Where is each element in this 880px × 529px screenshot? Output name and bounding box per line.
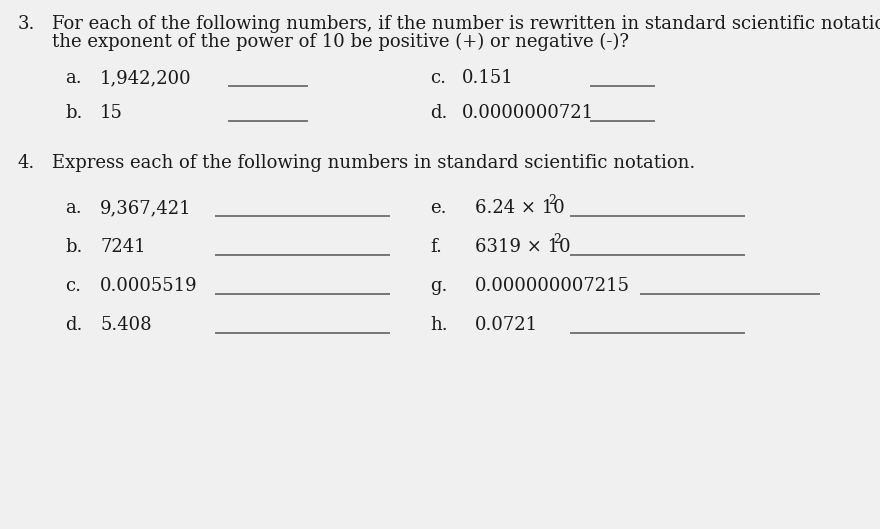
Text: 2: 2 [553, 233, 561, 246]
Text: 4.: 4. [18, 154, 35, 172]
Text: b.: b. [65, 104, 83, 122]
Text: 1,942,200: 1,942,200 [100, 69, 192, 87]
Text: 5.408: 5.408 [100, 316, 151, 334]
Text: 6.24 × 10: 6.24 × 10 [475, 199, 565, 217]
Text: g.: g. [430, 277, 447, 295]
Text: a.: a. [65, 199, 82, 217]
Text: 0.151: 0.151 [462, 69, 514, 87]
Text: b.: b. [65, 238, 83, 256]
Text: 0.0005519: 0.0005519 [100, 277, 198, 295]
Text: f.: f. [430, 238, 442, 256]
Text: a.: a. [65, 69, 82, 87]
Text: 15: 15 [100, 104, 123, 122]
Text: 7241: 7241 [100, 238, 145, 256]
Text: 3.: 3. [18, 15, 35, 33]
Text: 6319 × 10: 6319 × 10 [475, 238, 570, 256]
Text: For each of the following numbers, if the number is rewritten in standard scient: For each of the following numbers, if th… [52, 15, 880, 33]
Text: d.: d. [65, 316, 83, 334]
Text: 0.0000000721: 0.0000000721 [462, 104, 594, 122]
Text: 9,367,421: 9,367,421 [100, 199, 192, 217]
Text: c.: c. [65, 277, 81, 295]
Text: the exponent of the power of 10 be positive (+) or negative (-)?: the exponent of the power of 10 be posit… [52, 33, 629, 51]
Text: 0.000000007215: 0.000000007215 [475, 277, 630, 295]
Text: 2: 2 [548, 194, 556, 207]
Text: c.: c. [430, 69, 446, 87]
Text: e.: e. [430, 199, 446, 217]
Text: h.: h. [430, 316, 448, 334]
Text: 0.0721: 0.0721 [475, 316, 539, 334]
Text: d.: d. [430, 104, 447, 122]
Text: Express each of the following numbers in standard scientific notation.: Express each of the following numbers in… [52, 154, 695, 172]
